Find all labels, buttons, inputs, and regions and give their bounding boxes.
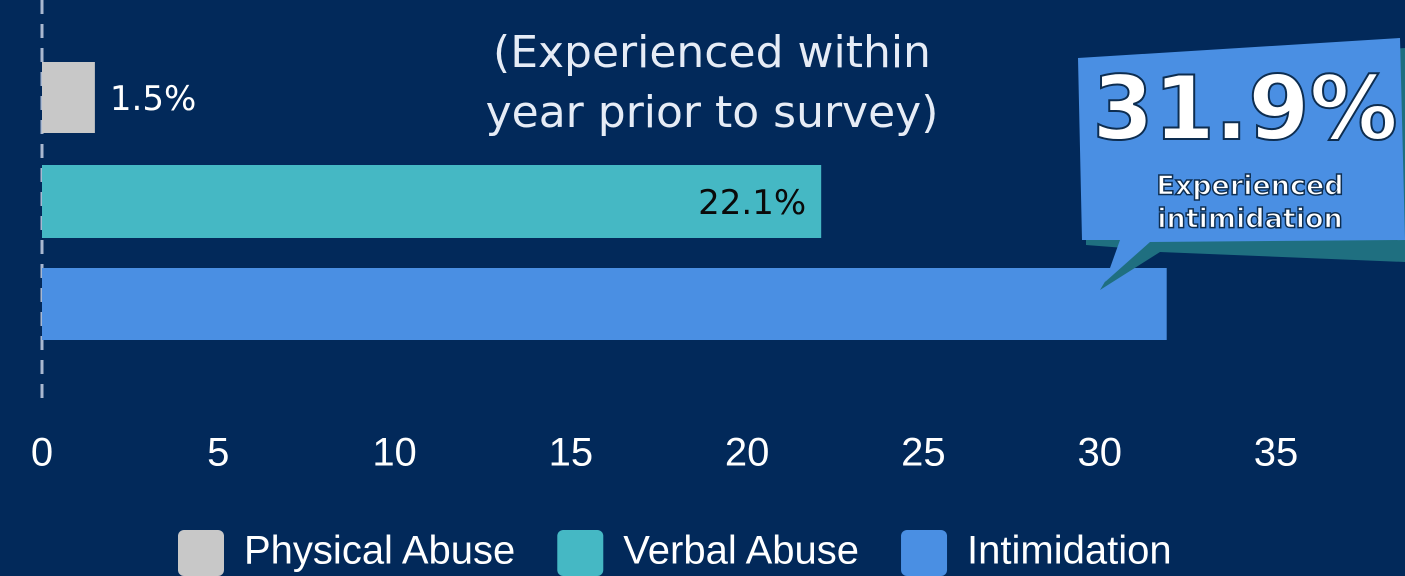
x-tick-label: 10 bbox=[372, 431, 417, 475]
value-label: 1.5% bbox=[110, 79, 196, 119]
callout-text: intimidation bbox=[1157, 204, 1343, 235]
callout-value: 31.9% bbox=[1092, 57, 1397, 160]
value-label: 22.1% bbox=[698, 183, 806, 223]
bar bbox=[42, 62, 95, 133]
legend-label: Verbal Abuse bbox=[623, 529, 859, 573]
callout: 31.9% Experienced intimidation bbox=[1078, 38, 1405, 290]
x-tick-label: 5 bbox=[207, 431, 229, 475]
annotation: year prior to survey) bbox=[486, 87, 939, 138]
callout-text: Experienced bbox=[1156, 171, 1343, 202]
x-tick-label: 0 bbox=[31, 431, 53, 475]
callout-box bbox=[1078, 38, 1405, 282]
annotation: (Experienced within bbox=[493, 27, 931, 78]
x-tick-label: 30 bbox=[1077, 431, 1122, 475]
legend-swatch bbox=[557, 530, 604, 576]
legend-swatch bbox=[178, 530, 224, 576]
bar bbox=[42, 165, 822, 238]
x-tick-label: 15 bbox=[549, 431, 594, 475]
x-tick-label: 35 bbox=[1254, 431, 1299, 475]
bar bbox=[42, 268, 1167, 340]
legend-swatch bbox=[901, 530, 948, 576]
x-tick-label: 25 bbox=[901, 431, 946, 475]
legend-label: Physical Abuse bbox=[244, 529, 515, 573]
x-tick-label: 20 bbox=[725, 431, 770, 475]
legend-label: Intimidation bbox=[967, 529, 1172, 573]
